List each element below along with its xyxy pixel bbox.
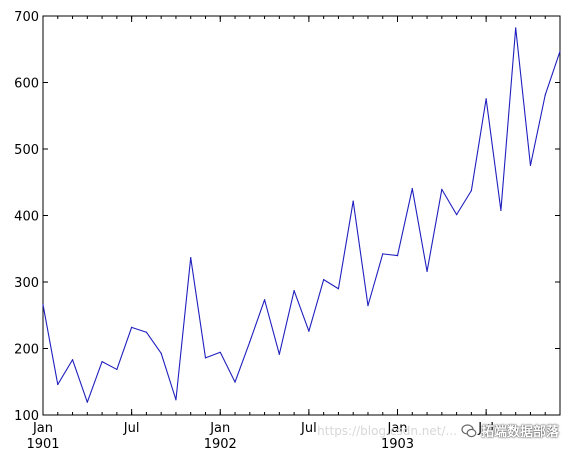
series-line xyxy=(42,27,561,403)
data-point xyxy=(219,351,221,353)
y-tick-label: 500 xyxy=(14,143,39,158)
data-point xyxy=(263,299,266,301)
data-point xyxy=(57,383,59,386)
data-point xyxy=(337,288,340,290)
watermark-url: https://blog.csdn.net/... xyxy=(317,423,457,438)
data-point xyxy=(559,50,561,52)
data-point xyxy=(145,331,147,333)
data-point xyxy=(190,257,192,259)
data-point xyxy=(308,330,310,332)
data-point xyxy=(101,361,103,363)
x-tick-year-label: 1901 xyxy=(26,437,59,452)
wechat-icon xyxy=(461,423,477,437)
x-tick-month-label: Jul xyxy=(477,421,494,436)
x-tick-month-label: Jul xyxy=(300,421,317,436)
x-tick-month-label: Jan xyxy=(209,421,230,436)
y-tick-label: 300 xyxy=(14,276,39,291)
data-point xyxy=(234,381,236,383)
data-point xyxy=(500,209,502,212)
x-tick-year-label: 1902 xyxy=(204,437,237,452)
data-point xyxy=(485,98,487,100)
data-point xyxy=(544,94,546,96)
data-point xyxy=(71,359,74,361)
data-point xyxy=(441,188,443,190)
y-tick-label: 200 xyxy=(14,343,39,358)
x-tick-month-label: Jan xyxy=(386,421,407,436)
data-point xyxy=(515,27,517,29)
x-tick-month-label: Jul xyxy=(123,421,140,436)
data-point xyxy=(293,290,295,292)
data-point xyxy=(396,254,399,257)
data-point xyxy=(456,214,458,216)
y-tick-label: 700 xyxy=(14,10,39,25)
data-point xyxy=(278,353,280,355)
data-point xyxy=(367,305,369,307)
plot-frame xyxy=(42,15,561,416)
x-tick-month-label: Jan xyxy=(32,421,53,436)
y-tick-label: 400 xyxy=(14,210,39,225)
data-point xyxy=(352,200,354,202)
data-point xyxy=(411,188,413,190)
data-point xyxy=(116,368,118,371)
data-point xyxy=(204,357,207,359)
data-point xyxy=(131,326,133,328)
data-point xyxy=(382,253,384,255)
data-point xyxy=(529,164,532,167)
data-point xyxy=(426,270,428,273)
data-point xyxy=(470,190,472,192)
x-tick-year-label: 1903 xyxy=(381,437,414,452)
y-tick-label: 100 xyxy=(14,409,39,424)
data-point xyxy=(323,279,325,281)
data-point xyxy=(160,352,162,354)
y-tick-label: 600 xyxy=(14,77,39,92)
data-point xyxy=(86,401,88,403)
data-point xyxy=(175,399,177,401)
watermark-name: 拓端数据部落 xyxy=(480,425,559,440)
data-point xyxy=(249,341,251,343)
data-point xyxy=(42,304,44,306)
watermark: https://blog.csdn.net/... 拓端数据部落 xyxy=(317,421,559,441)
